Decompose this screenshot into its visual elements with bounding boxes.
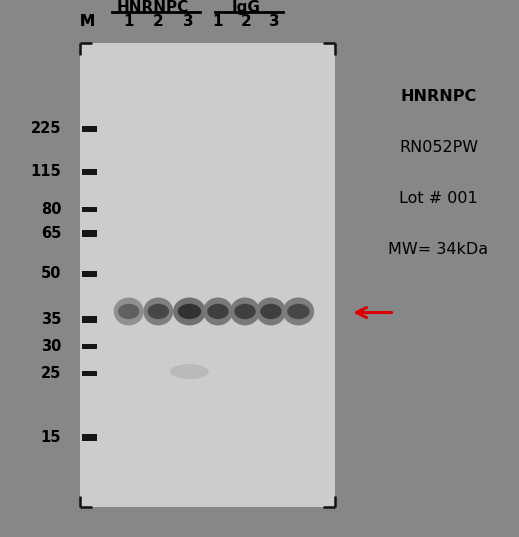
Text: 115: 115	[31, 164, 61, 179]
Text: 2: 2	[153, 14, 163, 29]
Bar	[80, 43, 335, 507]
Text: 25: 25	[41, 366, 61, 381]
Bar	[82, 169, 97, 175]
Bar	[82, 434, 97, 441]
Bar	[82, 207, 97, 212]
Text: HNRNPC: HNRNPC	[117, 0, 189, 15]
Text: 30: 30	[41, 339, 61, 354]
Ellipse shape	[287, 304, 310, 319]
Text: IgG: IgG	[232, 0, 261, 15]
Bar	[82, 316, 97, 323]
Text: 3: 3	[269, 14, 279, 29]
Text: RN052PW: RN052PW	[399, 140, 478, 155]
Text: 65: 65	[41, 226, 61, 241]
Bar	[82, 371, 97, 376]
Text: 2: 2	[241, 14, 252, 29]
Ellipse shape	[114, 297, 144, 325]
Ellipse shape	[256, 297, 286, 325]
Ellipse shape	[177, 304, 201, 319]
Ellipse shape	[143, 297, 173, 325]
Ellipse shape	[283, 297, 314, 325]
Ellipse shape	[147, 304, 169, 319]
Ellipse shape	[207, 304, 229, 319]
Text: 50: 50	[41, 266, 61, 281]
Ellipse shape	[118, 304, 140, 319]
Text: 15: 15	[41, 430, 61, 445]
Text: Lot # 001: Lot # 001	[399, 191, 478, 206]
Ellipse shape	[260, 304, 282, 319]
Text: M: M	[79, 14, 95, 29]
Bar	[82, 230, 97, 237]
Ellipse shape	[203, 297, 233, 325]
Ellipse shape	[230, 297, 260, 325]
Text: MW= 34kDa: MW= 34kDa	[389, 242, 488, 257]
Text: HNRNPC: HNRNPC	[401, 89, 476, 104]
Ellipse shape	[170, 364, 209, 379]
Text: 3: 3	[183, 14, 193, 29]
Text: 1: 1	[124, 14, 134, 29]
Bar	[82, 344, 97, 349]
Text: M: M	[79, 14, 95, 29]
Text: 1: 1	[213, 14, 223, 29]
Bar	[82, 126, 97, 132]
Text: 225: 225	[31, 121, 61, 136]
Bar	[82, 271, 97, 277]
Ellipse shape	[234, 304, 256, 319]
Ellipse shape	[173, 297, 206, 325]
Text: 35: 35	[41, 312, 61, 327]
Text: 80: 80	[41, 202, 61, 217]
